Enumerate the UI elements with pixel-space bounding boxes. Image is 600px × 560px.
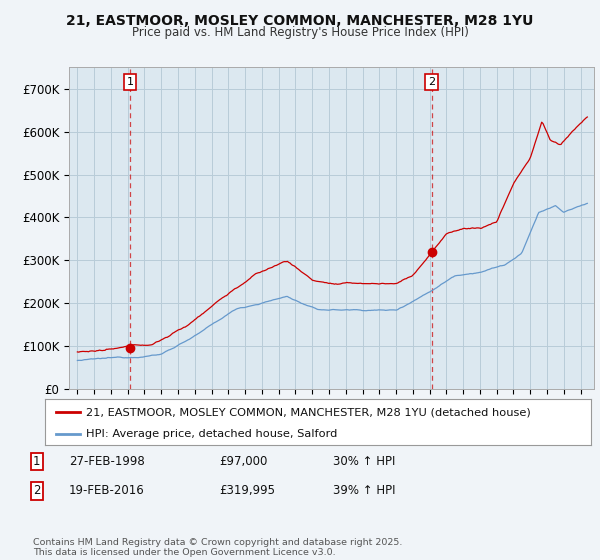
- Text: 2: 2: [428, 77, 436, 87]
- Text: Contains HM Land Registry data © Crown copyright and database right 2025.
This d: Contains HM Land Registry data © Crown c…: [33, 538, 403, 557]
- Text: £97,000: £97,000: [219, 455, 268, 468]
- Text: £319,995: £319,995: [219, 484, 275, 497]
- Text: 1: 1: [127, 77, 134, 87]
- Text: 39% ↑ HPI: 39% ↑ HPI: [333, 484, 395, 497]
- Text: 21, EASTMOOR, MOSLEY COMMON, MANCHESTER, M28 1YU (detached house): 21, EASTMOOR, MOSLEY COMMON, MANCHESTER,…: [86, 407, 531, 417]
- Text: 27-FEB-1998: 27-FEB-1998: [69, 455, 145, 468]
- Text: 2: 2: [33, 484, 41, 497]
- Text: 30% ↑ HPI: 30% ↑ HPI: [333, 455, 395, 468]
- Text: 1: 1: [33, 455, 41, 468]
- Text: 21, EASTMOOR, MOSLEY COMMON, MANCHESTER, M28 1YU: 21, EASTMOOR, MOSLEY COMMON, MANCHESTER,…: [67, 14, 533, 28]
- Text: 19-FEB-2016: 19-FEB-2016: [69, 484, 145, 497]
- Text: HPI: Average price, detached house, Salford: HPI: Average price, detached house, Salf…: [86, 429, 337, 438]
- Text: Price paid vs. HM Land Registry's House Price Index (HPI): Price paid vs. HM Land Registry's House …: [131, 26, 469, 39]
